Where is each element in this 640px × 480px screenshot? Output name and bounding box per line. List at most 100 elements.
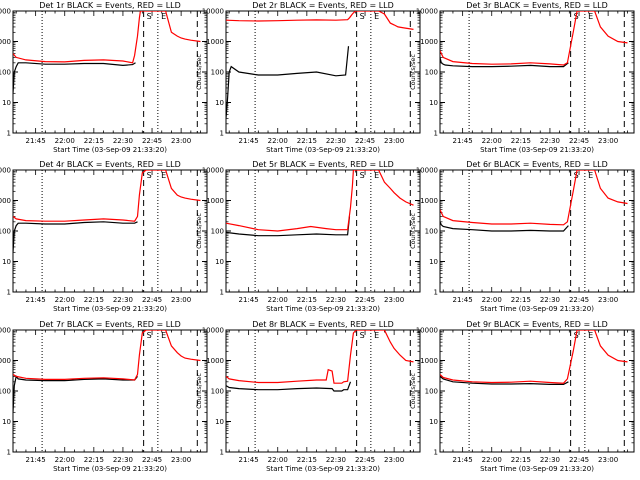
y-tick-label: 1000 [0, 357, 11, 365]
chart-panel-2: Det 2r BLACK = Events, RED = LLD 1 10 100 10… [195, 1, 421, 154]
x-tick-label: 22:30 [540, 296, 560, 304]
x-tick-label: 22:45 [569, 456, 589, 464]
annotation-label: E [588, 331, 593, 340]
y-tick-label: 10 [215, 418, 224, 426]
x-tick-label: 21:45 [26, 137, 46, 145]
series-line-events [440, 221, 569, 232]
x-tick-label: 21:45 [453, 456, 473, 464]
chart-panel-1: Det 1r BLACK = Events, RED = LLD 1 10 100 10… [0, 1, 208, 154]
chart-panel-6: Det 6r BLACK = Events, RED = LLD 1 10 100 10… [409, 160, 635, 313]
x-axis-label: Start Time (03-Sep-09 21:33:20) [53, 146, 167, 154]
x-tick-label: 21:45 [453, 137, 473, 145]
x-tick-label: 22:30 [113, 456, 133, 464]
series-line-events [226, 381, 352, 392]
chart-title: Det 8r BLACK = Events, RED = LLD [252, 320, 394, 329]
x-tick-label: 22:15 [84, 296, 104, 304]
y-tick-label: 100 [425, 69, 438, 77]
y-tick-label: 10 [215, 99, 224, 107]
x-tick-label: 22:45 [355, 137, 375, 145]
x-tick-label: 22:45 [142, 456, 162, 464]
x-tick-label: 22:00 [268, 137, 288, 145]
x-tick-label: 22:15 [297, 137, 317, 145]
x-tick-label: 23:00 [598, 456, 618, 464]
x-tick-label: 22:15 [511, 296, 531, 304]
y-tick-label: 100 [211, 388, 224, 396]
x-tick-label: 23:00 [171, 296, 191, 304]
y-tick-label: 1000 [420, 197, 438, 205]
x-tick-label: 22:45 [142, 137, 162, 145]
series-line-lld [226, 11, 414, 30]
y-axis-label: Counts/sec [409, 213, 417, 249]
series-line-lld [440, 11, 628, 66]
x-tick-label: 22:00 [482, 296, 502, 304]
series-line-events [13, 221, 138, 253]
x-tick-label: 23:00 [384, 456, 404, 464]
x-tick-label: 22:45 [569, 296, 589, 304]
x-tick-label: 22:15 [297, 456, 317, 464]
x-axis-label: Start Time (03-Sep-09 21:33:20) [480, 465, 594, 473]
y-tick-label: 1 [220, 449, 224, 457]
chart-panel-8: Det 8r BLACK = Events, RED = LLD 1 10 100 10… [195, 320, 421, 473]
x-tick-label: 22:15 [511, 137, 531, 145]
chart-panel-4: Det 4r BLACK = Events, RED = LLD 1 10 100 10… [0, 160, 208, 313]
y-tick-label: 10000 [0, 8, 11, 16]
x-tick-label: 22:15 [511, 456, 531, 464]
y-tick-label: 10000 [416, 167, 438, 175]
y-tick-label: 1 [434, 289, 438, 297]
x-tick-label: 23:00 [171, 137, 191, 145]
chart-title: Det 3r BLACK = Events, RED = LLD [466, 1, 608, 10]
y-tick-label: 10000 [202, 8, 224, 16]
y-tick-label: 10 [429, 258, 438, 266]
y-tick-label: 1000 [420, 357, 438, 365]
series-line-lld [226, 330, 414, 384]
y-tick-label: 10000 [202, 167, 224, 175]
x-tick-label: 22:30 [326, 137, 346, 145]
x-tick-label: 22:45 [142, 296, 162, 304]
y-tick-label: 1 [7, 130, 11, 138]
x-tick-label: 21:45 [239, 296, 259, 304]
chart-panel-3: Det 3r BLACK = Events, RED = LLD 1 10 100 10… [409, 1, 635, 154]
chart-title: Det 4r BLACK = Events, RED = LLD [39, 160, 181, 169]
x-tick-label: 22:00 [482, 456, 502, 464]
y-axis-label: Counts/sec [409, 54, 417, 90]
annotation-label: E [161, 12, 166, 21]
y-tick-label: 1 [7, 449, 11, 457]
x-tick-label: 23:00 [171, 456, 191, 464]
y-tick-label: 100 [211, 228, 224, 236]
y-tick-label: 1 [220, 130, 224, 138]
chart-panel-5: Det 5r BLACK = Events, RED = LLD 1 10 100 10… [195, 160, 421, 313]
annotation-label: E [588, 12, 593, 21]
y-tick-label: 10000 [416, 8, 438, 16]
y-tick-label: 10 [2, 418, 11, 426]
series-line-lld [226, 170, 414, 232]
annotation-label: S [360, 331, 365, 340]
annotation-label: E [374, 171, 379, 180]
x-tick-label: 23:00 [384, 137, 404, 145]
y-axis-label: Counts/sec [195, 213, 203, 249]
x-tick-label: 21:45 [239, 137, 259, 145]
chart-title: Det 6r BLACK = Events, RED = LLD [466, 160, 608, 169]
x-axis-label: Start Time (03-Sep-09 21:33:20) [480, 146, 594, 154]
y-tick-label: 1000 [0, 197, 11, 205]
x-axis-label: Start Time (03-Sep-09 21:33:20) [53, 465, 167, 473]
y-tick-label: 10 [2, 258, 11, 266]
series-line-lld [13, 170, 201, 222]
chart-title: Det 9r BLACK = Events, RED = LLD [466, 320, 608, 329]
x-tick-label: 22:00 [55, 296, 75, 304]
y-tick-label: 1000 [206, 357, 224, 365]
x-tick-label: 21:45 [239, 456, 259, 464]
y-axis-label: Counts/sec [195, 373, 203, 409]
chart-title: Det 2r BLACK = Events, RED = LLD [252, 1, 394, 10]
series-line-lld [440, 170, 628, 226]
y-tick-label: 100 [211, 69, 224, 77]
x-tick-label: 22:00 [55, 137, 75, 145]
series-line-events [13, 62, 136, 94]
x-tick-label: 22:45 [355, 296, 375, 304]
x-axis-label: Start Time (03-Sep-09 21:33:20) [480, 305, 594, 313]
series-line-events [440, 375, 569, 385]
series-line-events [226, 46, 350, 119]
x-tick-label: 21:45 [26, 296, 46, 304]
x-tick-label: 21:45 [26, 456, 46, 464]
y-tick-label: 10000 [416, 327, 438, 335]
